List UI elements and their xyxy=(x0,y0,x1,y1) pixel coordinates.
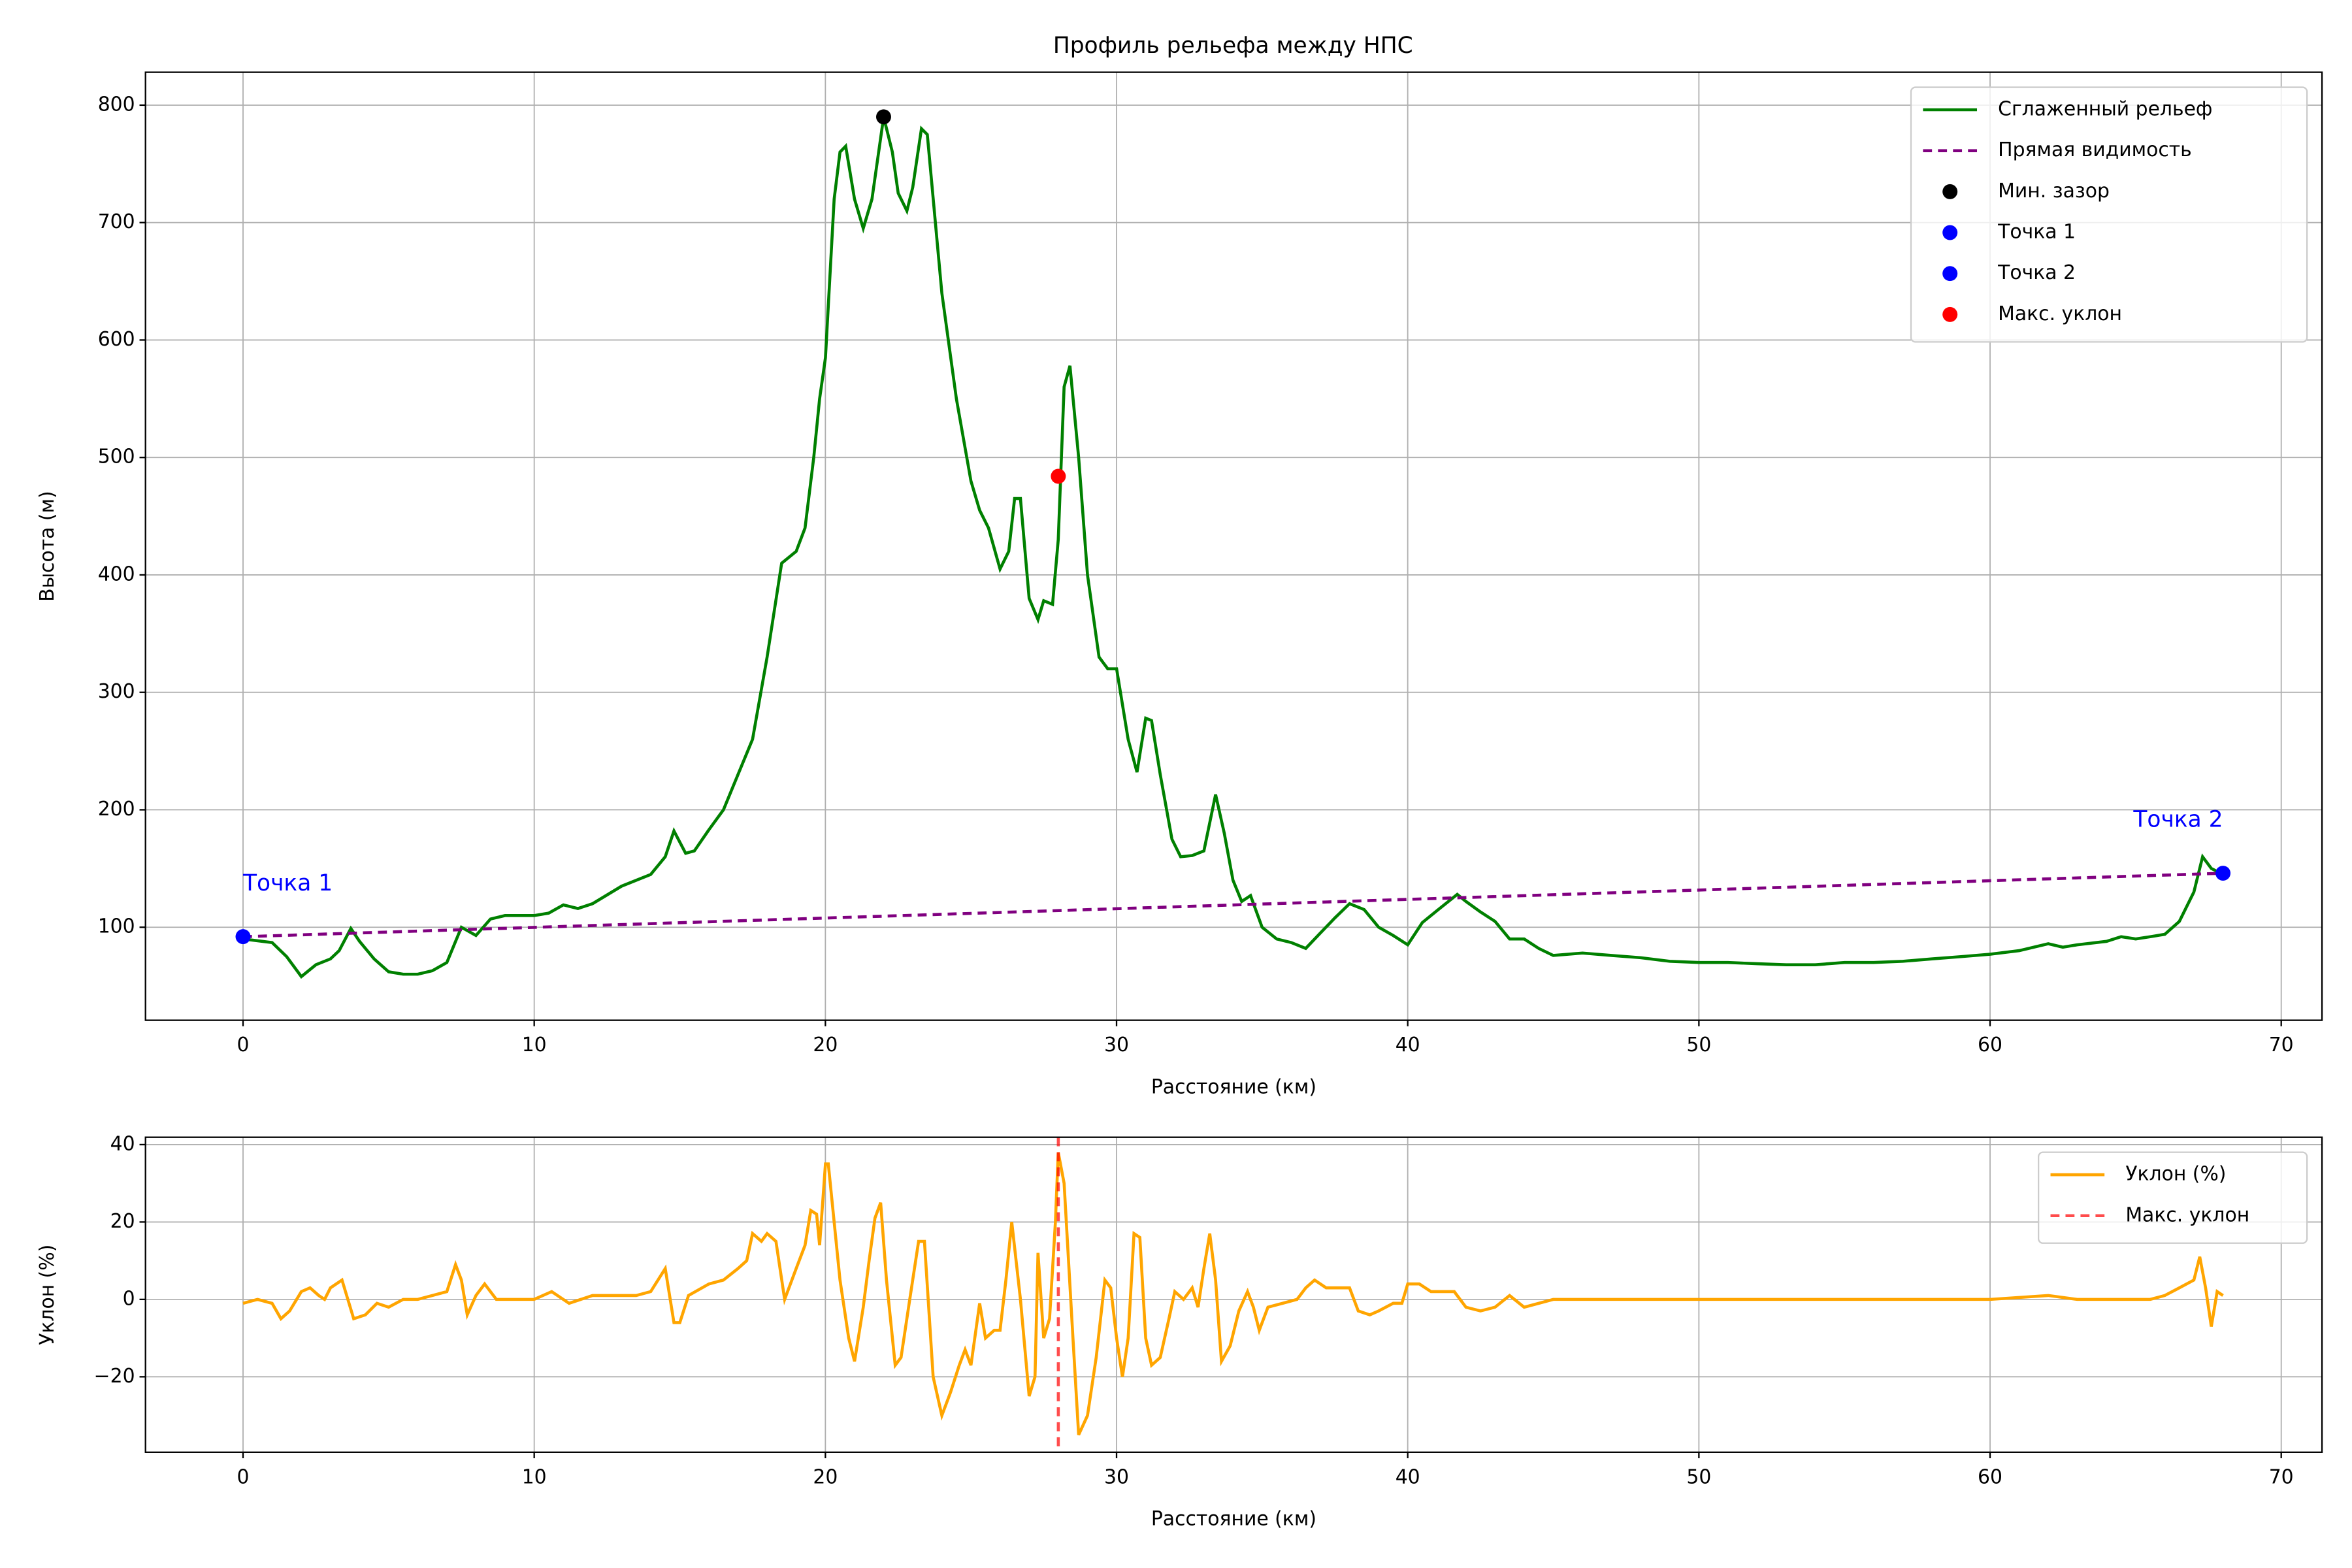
legend-label: Сглаженный рельеф xyxy=(1998,97,2212,120)
x-tick-label: 70 xyxy=(2269,1465,2294,1488)
x-tick-label: 40 xyxy=(1396,1034,1420,1056)
data-point xyxy=(875,109,891,125)
y-tick-label: −20 xyxy=(94,1365,135,1388)
x-tick-label: 60 xyxy=(1978,1034,2002,1056)
y-tick-label: 200 xyxy=(98,798,135,821)
legend-label: Точка 1 xyxy=(1997,221,2076,244)
legend-marker xyxy=(1942,184,1958,199)
x-tick-label: 10 xyxy=(522,1465,547,1488)
legend-marker xyxy=(1942,225,1958,240)
x-tick-label: 50 xyxy=(1686,1465,1711,1488)
x-tick-label: 50 xyxy=(1686,1034,1711,1056)
x-tick-label: 20 xyxy=(813,1465,838,1488)
data-line xyxy=(242,872,2223,939)
y-tick-label: 100 xyxy=(98,915,135,938)
y-tick-label: 500 xyxy=(98,446,135,468)
legend-label: Мин. зазор xyxy=(1998,180,2110,203)
x-tick-label: 20 xyxy=(813,1034,838,1056)
y-tick-label: 300 xyxy=(98,680,135,703)
x-axis-label: Расстояние (км) xyxy=(1151,1508,1316,1531)
x-tick-label: 60 xyxy=(1978,1465,2002,1488)
plot-frame xyxy=(144,71,2323,1021)
legend-label: Макс. уклон xyxy=(1998,302,2122,325)
data-point xyxy=(235,929,251,945)
data-line xyxy=(242,1152,2224,1436)
data-point xyxy=(2215,866,2231,881)
data-line xyxy=(242,116,2224,979)
plot-frame xyxy=(144,1136,2323,1453)
y-tick-label: 40 xyxy=(110,1132,135,1155)
y-axis-label: Высота (м) xyxy=(36,491,59,602)
y-tick-label: 0 xyxy=(123,1287,135,1310)
legend-label: Макс. уклон xyxy=(2125,1203,2249,1226)
y-axis-label: Уклон (%) xyxy=(36,1245,59,1345)
x-tick-label: 70 xyxy=(2269,1034,2294,1056)
y-tick-label: 400 xyxy=(98,563,135,585)
x-tick-label: 0 xyxy=(237,1465,250,1488)
annotation: Точка 2 xyxy=(2132,807,2223,833)
annotation: Точка 1 xyxy=(242,870,333,896)
legend-box xyxy=(2038,1151,2308,1244)
chart-title: Профиль рельефа между НПС xyxy=(1053,33,1413,59)
x-tick-label: 10 xyxy=(522,1034,547,1056)
x-tick-label: 30 xyxy=(1104,1034,1129,1056)
y-tick-label: 20 xyxy=(110,1210,135,1233)
legend-label: Прямая видимость xyxy=(1998,139,2192,161)
x-axis-label: Расстояние (км) xyxy=(1151,1075,1316,1098)
x-tick-label: 0 xyxy=(237,1034,250,1056)
y-tick-label: 600 xyxy=(98,328,135,351)
legend-label: Точка 2 xyxy=(1997,261,2076,284)
y-tick-label: 800 xyxy=(98,93,135,116)
data-point xyxy=(1051,468,1066,484)
x-tick-label: 40 xyxy=(1396,1465,1420,1488)
legend-marker xyxy=(1942,266,1958,282)
legend-marker xyxy=(1942,306,1958,322)
legend-box xyxy=(1910,86,2308,343)
legend-label: Уклон (%) xyxy=(2125,1163,2226,1186)
x-tick-label: 30 xyxy=(1104,1465,1129,1488)
y-tick-label: 700 xyxy=(98,210,135,233)
